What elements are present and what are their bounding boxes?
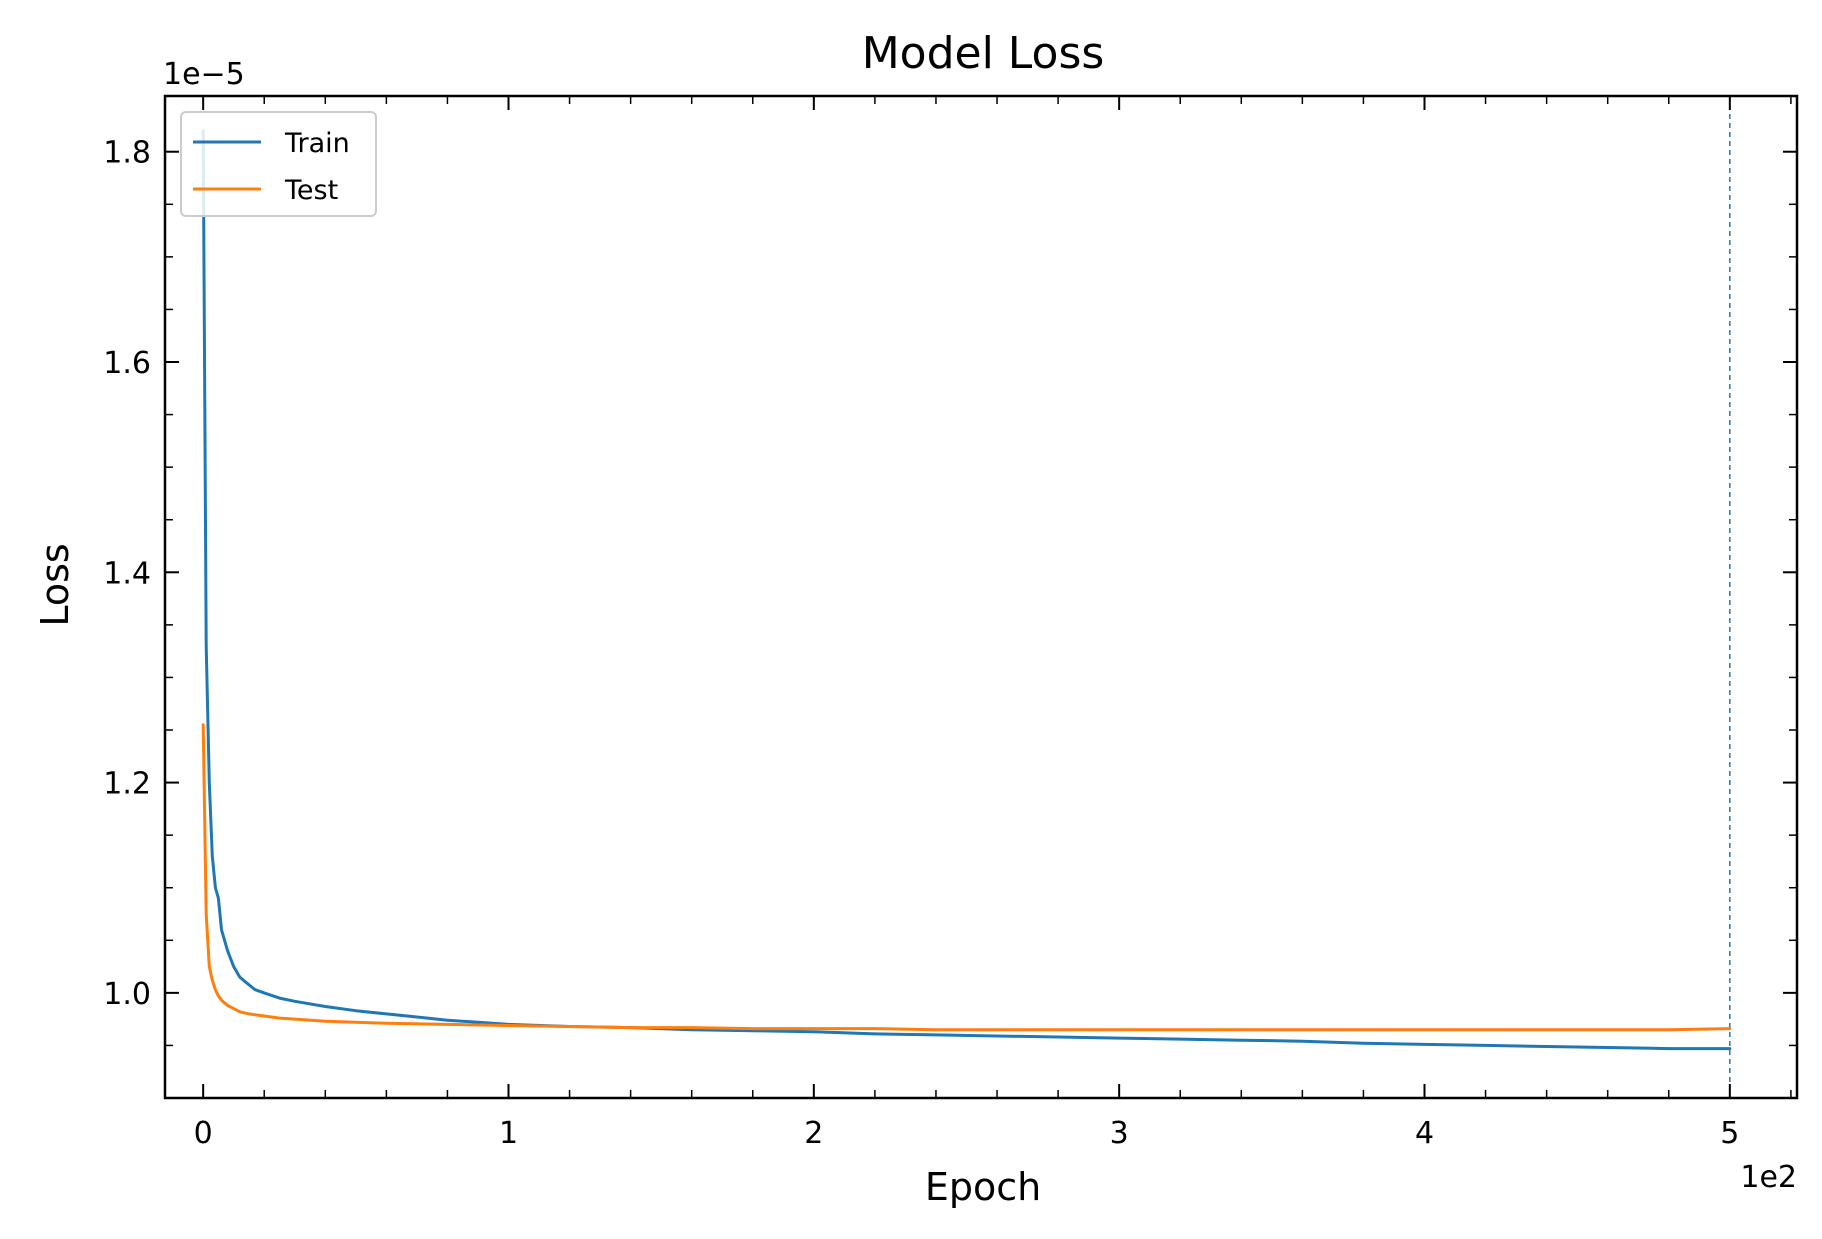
y-tick-label: 1.2: [103, 767, 151, 802]
x-tick-label: 1: [499, 1116, 518, 1151]
chart-title: Model Loss: [862, 28, 1105, 79]
plot-area: [201, 96, 1732, 1098]
y-scale-label: 1e−5: [163, 57, 245, 92]
x-axis-label: Epoch: [925, 1165, 1041, 1209]
x-tick-label: 0: [194, 1116, 213, 1151]
x-scale-label: 1e2: [1740, 1160, 1797, 1195]
y-tick-label: 1.8: [103, 136, 151, 171]
series-line-test: [201, 723, 1732, 1032]
axes-frame: [163, 94, 1799, 1100]
legend: Train Test: [180, 111, 377, 217]
series-line-train: [201, 129, 1732, 1051]
legend-label-train: Train: [284, 128, 350, 159]
y-tick-label: 1.4: [103, 556, 151, 591]
y-axis-label: Loss: [33, 543, 77, 626]
x-tick-label: 4: [1415, 1116, 1434, 1151]
x-tick-label: 5: [1720, 1116, 1739, 1151]
legend-label-test: Test: [284, 175, 338, 206]
x-tick-label: 3: [1110, 1116, 1129, 1151]
x-tick-label: 2: [804, 1116, 823, 1151]
ticks-layer: 0 1 2 3 4 5 1.0 1.2 1.4 1.6 1.8: [103, 96, 1797, 1151]
y-tick-label: 1.6: [103, 346, 151, 381]
y-tick-label: 1.0: [103, 977, 151, 1012]
